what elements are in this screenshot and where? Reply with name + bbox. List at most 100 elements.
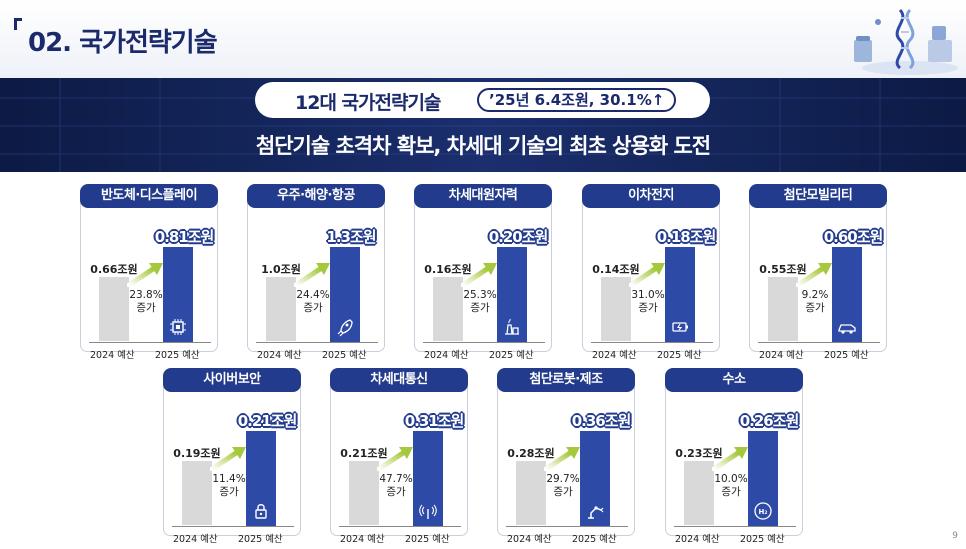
bar-2024 xyxy=(433,277,463,341)
label-2025: 2025 예산 xyxy=(405,534,450,545)
bar-2024 xyxy=(266,277,296,341)
growth-percent: 23.8% xyxy=(129,289,163,301)
label-2024: 2024 예산 xyxy=(90,350,135,361)
card-panel: 0.14조원 0.18조원 31.0% 증가 2024 예산 2025 예산 xyxy=(582,196,720,361)
growth-suffix: 증가 xyxy=(386,486,406,498)
chart-baseline xyxy=(339,526,461,527)
summary-banner: 12대 국가전략기술 ’25년 6.4조원, 30.1%↑ 첨단기술 초격차 확… xyxy=(0,78,966,172)
value-2025: 0.26조원 xyxy=(739,412,800,430)
card-panel: 0.28조원 0.36조원 29.7% 증가 2024 예산 2025 예산 xyxy=(497,380,635,545)
bar-2024 xyxy=(684,461,714,525)
bar-2025 xyxy=(665,247,695,342)
bar-2025 xyxy=(580,431,610,526)
growth-suffix: 증가 xyxy=(638,302,658,314)
growth-arrow-icon xyxy=(461,263,497,287)
value-2025: 0.31조원 xyxy=(404,412,465,430)
svg-text:H₂: H₂ xyxy=(759,508,768,516)
lock-icon xyxy=(255,504,267,519)
tech-card: 0.23조원 0.26조원 10.0% 증가 H₂ 2024 예산 2025 예… xyxy=(665,368,803,545)
card-title: 이차전지 xyxy=(582,184,720,208)
chart-baseline xyxy=(172,526,294,527)
bar-2025 xyxy=(748,431,778,526)
card-title: 차세대통신 xyxy=(330,368,468,392)
chart-baseline xyxy=(674,526,796,527)
label-2025: 2025 예산 xyxy=(238,534,283,545)
label-2024: 2024 예산 xyxy=(424,350,469,361)
growth-rate: 10.0% 증가 xyxy=(714,473,748,499)
growth-arrow-icon xyxy=(377,447,413,471)
value-2024: 0.16조원 xyxy=(424,263,472,276)
label-2025: 2025 예산 xyxy=(572,534,617,545)
value-2024: 0.21조원 xyxy=(340,447,388,460)
bar-2024 xyxy=(349,461,379,525)
tech-card: 0.66조원 0.81조원 23.8% 증가 2024 예산 2025 예산 반… xyxy=(80,184,218,361)
label-2025: 2025 예산 xyxy=(322,350,367,361)
growth-rate: 11.4% 증가 xyxy=(212,473,246,499)
hydrogen-icon: H₂ xyxy=(754,502,772,520)
bar-2025 xyxy=(497,247,527,342)
label-2024: 2024 예산 xyxy=(675,534,720,545)
growth-suffix: 증가 xyxy=(136,302,156,314)
growth-rate: 9.2% 증가 xyxy=(798,289,832,315)
growth-suffix: 증가 xyxy=(721,486,741,498)
label-2024: 2024 예산 xyxy=(173,534,218,545)
growth-rate: 24.4% 증가 xyxy=(296,289,330,315)
value-2024: 0.55조원 xyxy=(759,263,807,276)
card-title: 차세대원자력 xyxy=(414,184,552,208)
tech-card: 1.0조원 1.3조원 24.4% 증가 2024 예산 2025 예산 우주·… xyxy=(247,184,385,361)
nuclear-plant-icon xyxy=(505,318,519,335)
title-corner-mark xyxy=(14,18,22,30)
card-panel: 0.55조원 0.60조원 9.2% 증가 2024 예산 2025 예산 xyxy=(749,196,887,361)
bar-2024 xyxy=(768,277,798,341)
card-title: 반도체·디스플레이 xyxy=(80,184,218,208)
growth-percent: 47.7% xyxy=(379,473,413,485)
label-2024: 2024 예산 xyxy=(759,350,804,361)
growth-rate: 23.8% 증가 xyxy=(129,289,163,315)
value-2025: 0.18조원 xyxy=(656,228,717,246)
growth-arrow-icon xyxy=(210,447,246,471)
growth-arrow-icon xyxy=(629,263,665,287)
growth-percent: 29.7% xyxy=(546,473,580,485)
robot-arm-icon xyxy=(588,506,604,519)
growth-suffix: 증가 xyxy=(470,302,490,314)
card-panel: 0.16조원 0.20조원 25.3% 증가 2024 예산 2025 예산 xyxy=(414,196,552,361)
value-2025: 0.36조원 xyxy=(571,412,632,430)
growth-arrow-icon xyxy=(712,447,748,471)
banner-pill: 12대 국가전략기술 ’25년 6.4조원, 30.1%↑ xyxy=(255,82,710,118)
growth-suffix: 증가 xyxy=(553,486,573,498)
bar-2024 xyxy=(182,461,212,525)
value-2024: 1.0조원 xyxy=(261,263,301,276)
car-icon xyxy=(838,324,856,334)
growth-arrow-icon xyxy=(796,263,832,287)
rocket-icon xyxy=(337,319,353,337)
growth-suffix: 증가 xyxy=(219,486,239,498)
card-title: 첨단로봇·제조 xyxy=(497,368,635,392)
growth-arrow-icon xyxy=(544,447,580,471)
value-2025: 1.3조원 xyxy=(326,228,376,246)
banner-subtitle: 첨단기술 초격차 확보, 차세대 기술의 최초 상용화 도전 xyxy=(255,134,711,158)
card-panel: 0.21조원 0.31조원 47.7% 증가 2024 예산 2025 예산 xyxy=(330,380,468,545)
value-2025: 0.60조원 xyxy=(823,228,884,246)
value-2025: 0.81조원 xyxy=(154,228,215,246)
growth-arrow-icon xyxy=(294,263,330,287)
bar-2024 xyxy=(516,461,546,525)
growth-percent: 9.2% xyxy=(801,289,829,301)
growth-suffix: 증가 xyxy=(303,302,323,314)
label-2025: 2025 예산 xyxy=(489,350,534,361)
value-2025: 0.20조원 xyxy=(488,228,549,246)
value-2024: 0.14조원 xyxy=(592,263,640,276)
tech-illustration-icon xyxy=(854,8,958,75)
label-2024: 2024 예산 xyxy=(592,350,637,361)
antenna-icon xyxy=(419,504,437,519)
chart-baseline xyxy=(506,526,628,527)
value-2024: 0.66조원 xyxy=(90,263,138,276)
card-title: 사이버보안 xyxy=(163,368,301,392)
chart-baseline xyxy=(89,342,211,343)
label-2024: 2024 예산 xyxy=(340,534,385,545)
growth-percent: 10.0% xyxy=(714,473,748,485)
card-panel: 0.19조원 0.21조원 11.4% 증가 2024 예산 2025 예산 xyxy=(163,380,301,545)
tech-card: 0.21조원 0.31조원 47.7% 증가 2024 예산 2025 예산 차… xyxy=(330,368,468,545)
bar-2025 xyxy=(330,247,360,342)
banner-pill-title: 12대 국가전략기술 xyxy=(295,92,441,114)
chart-baseline xyxy=(256,342,378,343)
